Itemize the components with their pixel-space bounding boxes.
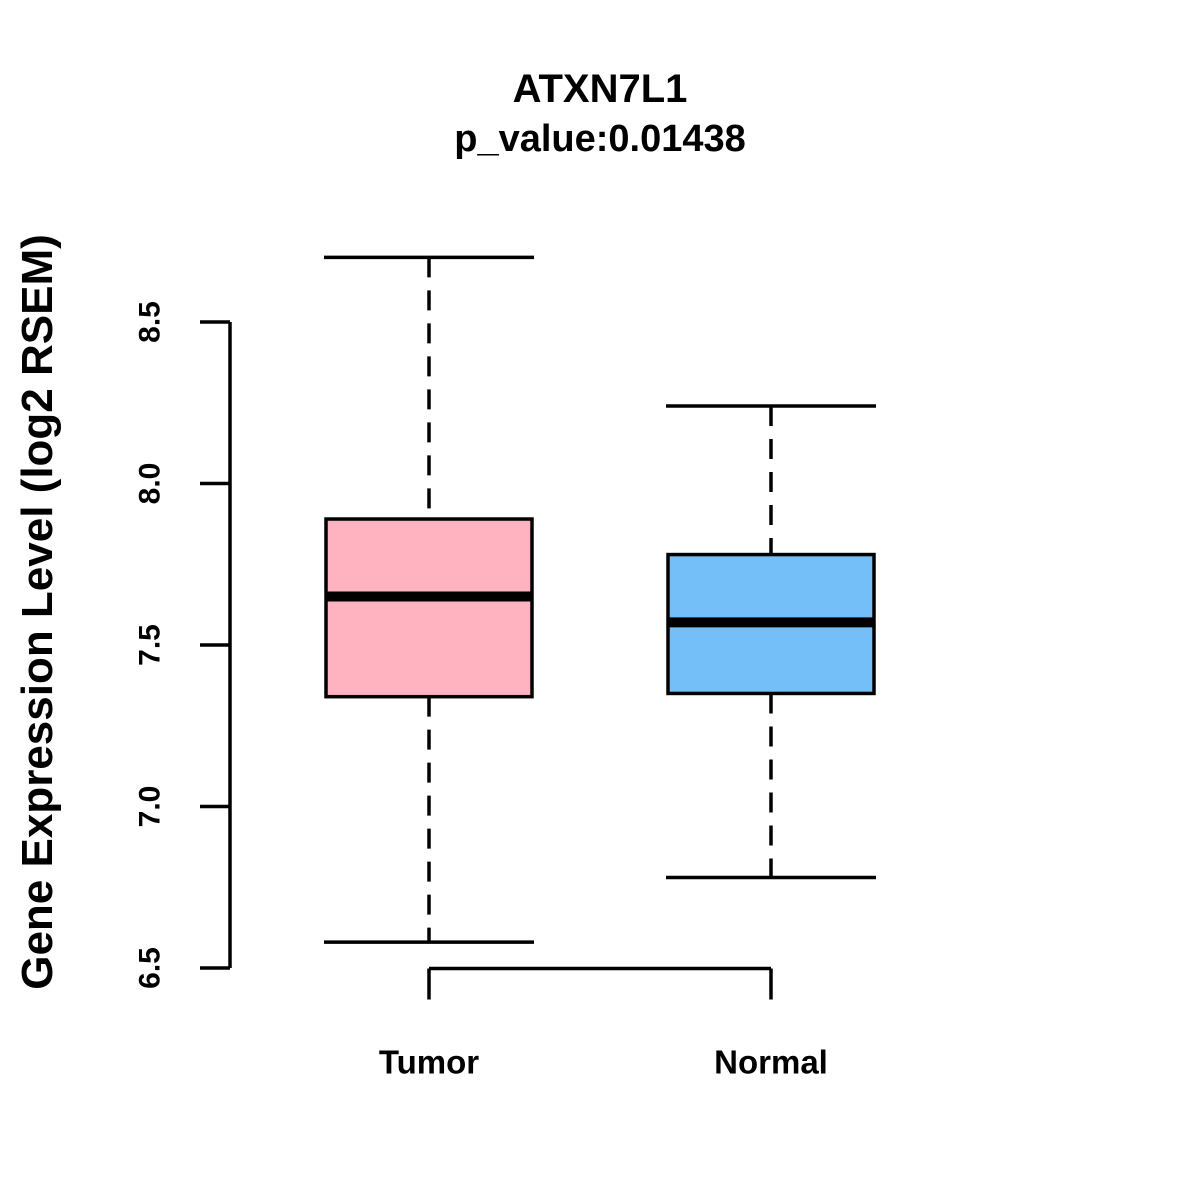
p-value-subtitle: p_value:0.01438 — [454, 118, 746, 160]
y-tick-label: 8.0 — [134, 463, 167, 505]
y-tick-label: 7.0 — [134, 786, 167, 828]
y-tick-label: 8.5 — [134, 301, 167, 343]
tumor-box — [324, 517, 534, 699]
y-tick-label: 7.5 — [134, 624, 167, 666]
normal-category-label: Normal — [714, 1044, 828, 1081]
tumor-category-label: Tumor — [379, 1044, 479, 1081]
y-tick-label: 6.5 — [134, 947, 167, 989]
chart-title: ATXN7L1 — [512, 67, 688, 111]
